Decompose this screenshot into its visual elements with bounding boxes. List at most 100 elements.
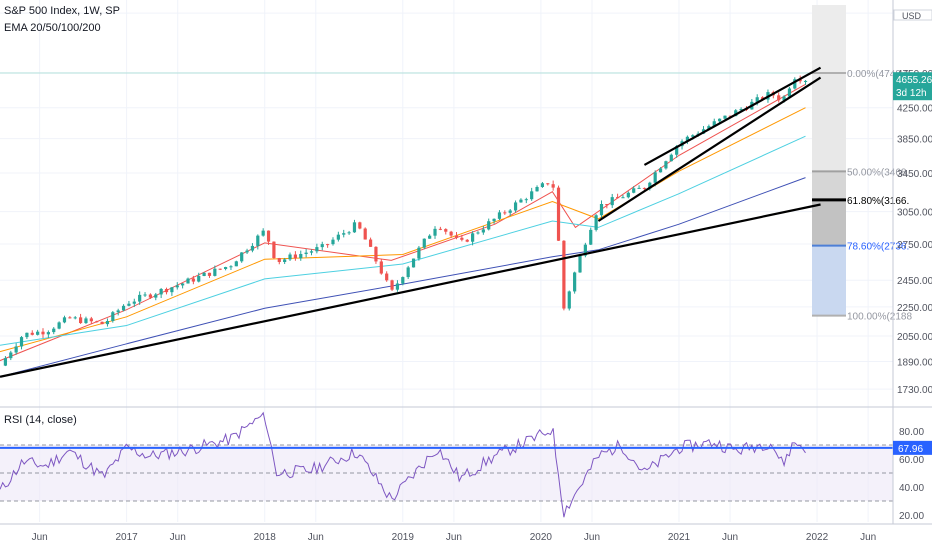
ema-legend[interactable]: EMA 20/50/100/200 — [4, 22, 101, 34]
candle-body — [320, 244, 324, 248]
candle-body — [530, 191, 534, 200]
candle-body — [460, 237, 464, 240]
candle-body — [476, 232, 480, 234]
candle-body — [691, 135, 695, 137]
candle-body — [578, 255, 582, 273]
time-tick-label: Jun — [308, 532, 324, 543]
candle-body — [336, 234, 340, 240]
price-tick-label: 2250.00 — [897, 303, 932, 314]
fib-level-label: 50.00%(3468. — [847, 167, 909, 178]
ema-line-2 — [0, 107, 806, 353]
candle-body — [390, 280, 394, 290]
rsi-tick-label: 80.00 — [899, 427, 924, 438]
candle-body — [471, 233, 475, 242]
candle-body — [304, 252, 308, 254]
candle-body — [777, 95, 781, 101]
candle-body — [422, 238, 426, 248]
candle-body — [363, 228, 367, 240]
candle-body — [653, 172, 657, 183]
rsi-tick-label: 40.00 — [899, 483, 924, 494]
candle-body — [78, 317, 83, 324]
candle-body — [368, 239, 373, 247]
price-tick-label: 3450.00 — [897, 169, 932, 180]
candle-body — [3, 358, 8, 366]
candle-body — [583, 244, 587, 256]
candle-body — [288, 254, 292, 260]
candle-body — [159, 288, 163, 295]
fibonacci-retracement[interactable]: 0.00%(4748.6 50.00%(3468. 61.80%(3166. 78.6… — [0, 5, 912, 323]
candle-body — [218, 268, 222, 270]
candle-body — [760, 97, 765, 100]
trendlines[interactable] — [0, 66, 822, 378]
candle-body — [14, 346, 18, 353]
fib-level-label: 100.00%(2188 — [847, 312, 912, 323]
time-tick-label: Jun — [446, 532, 462, 543]
currency-label: USD — [902, 11, 922, 21]
candle-body — [519, 199, 523, 203]
fib-zone — [812, 72, 846, 172]
candle-body — [503, 212, 507, 214]
candle-body — [556, 187, 561, 241]
candle-body — [213, 268, 217, 276]
time-tick-label: 2022 — [806, 532, 829, 543]
candle-body — [41, 331, 45, 335]
candle-body — [309, 251, 314, 253]
candle-body — [621, 197, 625, 199]
candle-body — [84, 318, 88, 324]
candle-body — [342, 233, 346, 235]
candle-body — [739, 108, 743, 111]
candle-body — [444, 229, 448, 232]
time-tick-label: Jun — [860, 532, 876, 543]
fib-zone — [812, 171, 846, 200]
candles — [3, 75, 808, 367]
candle-body — [492, 218, 496, 222]
candle-body — [428, 235, 432, 239]
candle-body — [277, 258, 281, 262]
candle-body — [240, 252, 244, 262]
price-tick-label: 1890.00 — [897, 357, 932, 368]
candle-body — [632, 188, 636, 193]
candle-body — [73, 317, 77, 319]
candle-body — [718, 118, 722, 122]
candle-body — [25, 332, 29, 338]
candle-body — [95, 321, 99, 323]
candle-body — [331, 239, 335, 245]
time-tick-label: Jun — [32, 532, 48, 543]
fib-level-label: 0.00%(4748.6 — [847, 69, 910, 80]
candle-body — [642, 187, 647, 189]
candle-body — [68, 317, 72, 319]
candle-body — [508, 210, 512, 213]
fib-zone-top — [812, 5, 846, 73]
candle-body — [347, 232, 351, 234]
candle-body — [707, 126, 711, 130]
badges: USD 4655.26 3d 12h 67.96 — [893, 9, 932, 455]
candle-body — [594, 215, 598, 230]
candle-body — [513, 202, 518, 211]
candle-body — [782, 96, 786, 101]
candle-body — [186, 278, 190, 284]
candle-body — [685, 136, 690, 142]
candle-body — [712, 121, 716, 127]
time-tick-label: Jun — [170, 532, 186, 543]
candle-body — [207, 272, 212, 276]
candle-body — [675, 146, 679, 155]
time-tick-label: 2018 — [254, 532, 277, 543]
rsi-legend[interactable]: RSI (14, close) — [4, 414, 77, 426]
price-tick-label: 4250.00 — [897, 104, 932, 115]
fib-zone — [812, 245, 846, 316]
candle-body — [599, 204, 604, 216]
candle-body — [143, 294, 147, 296]
candle-body — [755, 97, 759, 102]
candle-body — [245, 250, 249, 253]
candle-body — [379, 261, 383, 274]
candle-body — [283, 259, 287, 262]
time-tick-label: Jun — [722, 532, 738, 543]
candle-body — [551, 184, 555, 188]
candle-body — [127, 303, 131, 306]
price-tick-label: 2050.00 — [897, 332, 932, 343]
candle-body — [100, 321, 104, 325]
symbol-legend[interactable]: S&P 500 Index, 1W, SP — [4, 5, 120, 17]
candle-body — [181, 283, 185, 286]
candle-body — [433, 228, 437, 236]
